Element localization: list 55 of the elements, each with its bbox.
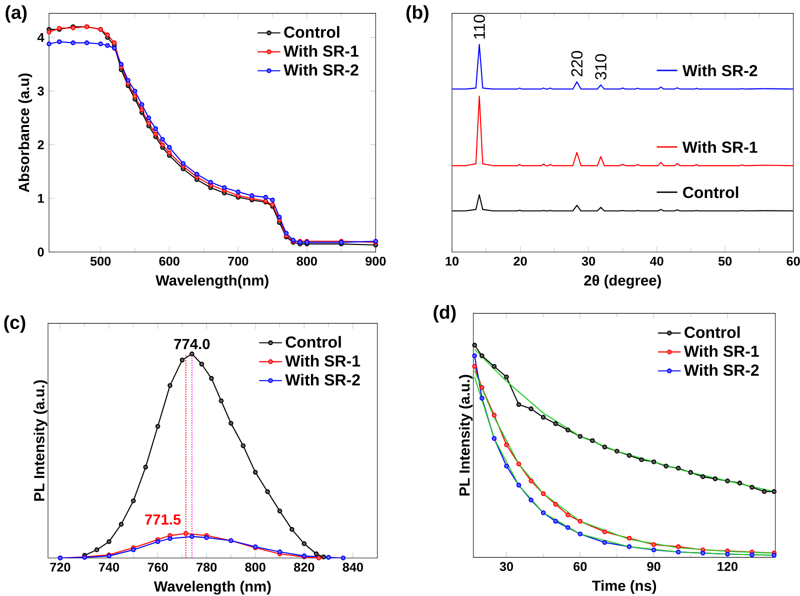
x-tick-label: 740 [98,562,120,572]
x-tick-label: 720 [50,562,70,572]
annotation: 774.0 [174,338,210,350]
legend-label: Control [684,326,740,338]
x-tick-label: 780 [196,562,217,572]
y-tick-label: 1 [38,194,44,203]
x-tick-label: 820 [294,562,314,572]
x-axis-title: Wavelength (nm) [154,580,271,595]
chart-title: (d) [434,305,456,323]
chart-title: (c) [4,315,26,333]
annotation: 310 [595,54,606,80]
x-tick-label: 90 [647,562,660,571]
x-tick-label: 760 [148,562,168,572]
legend-label: With SR-1 [284,45,358,57]
x-tick-label: 800 [296,256,317,266]
x-tick-label: 20 [514,256,527,266]
ref-line-label: 771.5 [145,514,181,525]
chart-title: (a) [6,5,27,23]
x-axis-title: Time (ns) [592,580,656,594]
annotation: 220 [571,51,583,76]
x-tick-label: 120 [718,562,738,571]
legend-label: With SR-2 [682,64,758,76]
annotation: 110 [474,14,485,39]
x-tick-label: 60 [574,562,587,571]
x-tick-label: 900 [366,256,386,266]
legend-label: Control [286,336,341,348]
x-tick-label: 500 [90,256,111,266]
legend-label: Control [683,186,738,198]
x-axis-title: 2θ (degree) [584,274,661,289]
legend-label: With SR-1 [285,354,360,367]
chart-title: (b) [406,5,428,23]
y-tick-label: 2 [38,140,44,150]
x-tick-label: 840 [342,562,363,572]
y-axis-title: PL Intensity (a.u.) [34,380,48,501]
legend-label: With SR-2 [285,374,360,386]
x-tick-label: 40 [650,256,664,266]
x-tick-label: 60 [786,256,800,266]
x-tick-label: 50 [718,256,732,266]
legend-label: Control [284,26,340,38]
legend-label: With SR-1 [682,141,758,153]
y-axis-title: Absorbance (a.u) [18,73,32,192]
x-axis-title: Wavelength(nm) [156,274,268,289]
y-axis-title: PL Intensity (a.u.) [458,374,473,496]
x-tick-label: 700 [228,256,248,266]
legend-label: With SR-1 [684,345,759,357]
legend-label: With SR-2 [284,64,358,76]
y-tick-label: 0 [38,248,44,256]
y-tick-label: 3 [38,86,44,96]
x-tick-label: 30 [582,256,596,266]
x-tick-label: 10 [446,256,459,266]
y-tick-label: 4 [37,33,44,42]
legend-label: With SR-2 [684,364,759,376]
x-tick-label: 600 [159,256,180,266]
x-tick-label: 30 [500,562,513,572]
x-tick-label: 800 [245,562,266,572]
